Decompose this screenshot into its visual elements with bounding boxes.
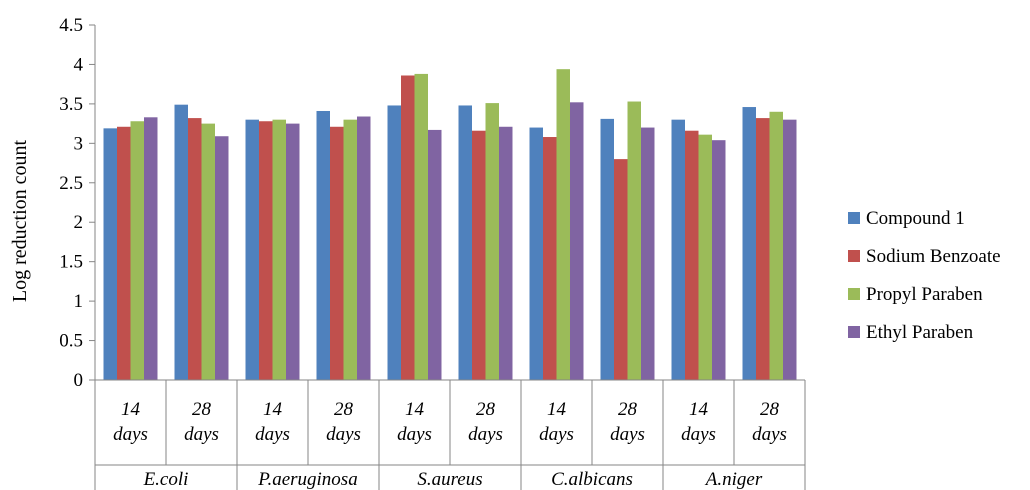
bar-sodium-benzoate <box>685 130 699 380</box>
bar-propyl-paraben <box>201 123 215 380</box>
bar-sodium-benzoate <box>259 121 273 380</box>
x-category-label: days <box>255 424 290 445</box>
x-category-label: 28 <box>476 399 496 420</box>
bar-sodium-benzoate <box>614 159 628 380</box>
bar-ethyl-paraben <box>712 140 726 380</box>
bar-propyl-paraben <box>343 119 357 381</box>
bars <box>103 69 797 381</box>
bar-propyl-paraben <box>556 69 570 380</box>
bar-compound-1 <box>671 119 685 381</box>
bar-propyl-paraben <box>627 101 641 381</box>
x-category-label: 14 <box>121 399 141 420</box>
x-group-label: C.albicans <box>551 469 633 490</box>
bar-compound-1 <box>600 118 614 380</box>
bar-ethyl-paraben <box>428 129 442 380</box>
x-category-label: 28 <box>760 399 780 420</box>
x-group-label: S.aureus <box>417 469 482 490</box>
y-tick-label: 2.5 <box>59 173 83 194</box>
x-category-label: days <box>610 424 645 445</box>
bar-compound-1 <box>316 110 330 380</box>
bar-compound-1 <box>742 107 756 381</box>
bar-propyl-paraben <box>130 121 144 380</box>
x-group-label: P.aeruginosa <box>257 469 357 490</box>
y-tick-label: 1 <box>74 291 84 312</box>
x-category-label: days <box>326 424 361 445</box>
bar-propyl-paraben <box>769 111 783 381</box>
legend-label: Compound 1 <box>866 208 965 229</box>
bar-ethyl-paraben <box>286 123 300 380</box>
y-tick-label: 0 <box>74 370 84 391</box>
bar-sodium-benzoate <box>330 126 344 381</box>
bar-propyl-paraben <box>698 134 712 380</box>
x-category-label: days <box>539 424 574 445</box>
bar-sodium-benzoate <box>401 75 415 380</box>
y-tick-label: 4.5 <box>59 15 83 36</box>
bar-sodium-benzoate <box>188 118 202 380</box>
x-group-label: E.coli <box>143 469 189 490</box>
bar-ethyl-paraben <box>570 102 584 381</box>
legend-swatch <box>848 250 860 262</box>
y-tick-label: 2 <box>74 212 84 233</box>
legend-label: Sodium Benzoate <box>866 246 1001 267</box>
x-category-label: days <box>397 424 432 445</box>
legend-label: Ethyl Paraben <box>866 322 974 343</box>
bar-compound-1 <box>529 127 543 380</box>
x-category-label: 14 <box>547 399 567 420</box>
bar-propyl-paraben <box>414 73 428 381</box>
y-tick-label: 4 <box>74 54 84 75</box>
y-tick-label: 3.5 <box>59 94 83 115</box>
bar-propyl-paraben <box>272 119 286 381</box>
y-tick-label: 3 <box>74 133 84 154</box>
bar-sodium-benzoate <box>472 130 486 380</box>
legend-swatch <box>848 326 860 338</box>
bar-ethyl-paraben <box>783 119 797 381</box>
y-axis-label: Log reduction count <box>9 139 31 302</box>
x-category-label: days <box>752 424 787 445</box>
legend-swatch <box>848 212 860 224</box>
legend: Compound 1 Sodium Benzoate Propyl Paraben E… <box>848 208 1001 343</box>
bar-compound-1 <box>245 119 259 381</box>
bar-compound-1 <box>174 104 188 380</box>
x-category-label: 28 <box>334 399 354 420</box>
bar-compound-1 <box>458 105 472 380</box>
bar-ethyl-paraben <box>215 136 229 380</box>
bar-compound-1 <box>103 128 117 380</box>
legend-label: Propyl Paraben <box>866 284 983 305</box>
bar-propyl-paraben <box>485 103 499 380</box>
legend-swatch <box>848 288 860 300</box>
x-category-label: days <box>184 424 219 445</box>
x-category-label: 14 <box>405 399 425 420</box>
bar-compound-1 <box>387 105 401 380</box>
bar-ethyl-paraben <box>641 127 655 380</box>
bar-ethyl-paraben <box>144 117 158 381</box>
y-tick-label: 0.5 <box>59 331 83 352</box>
bar-ethyl-paraben <box>499 126 513 381</box>
x-category-label: 14 <box>689 399 709 420</box>
bar-sodium-benzoate <box>543 137 557 380</box>
bar-ethyl-paraben <box>357 116 371 380</box>
bar-sodium-benzoate <box>117 126 131 381</box>
x-category-label: days <box>681 424 716 445</box>
x-category-label: 14 <box>263 399 283 420</box>
x-category-label: days <box>468 424 503 445</box>
y-axis-ticks: 0 0.5 1 1.5 2 2.5 3 3.5 4 4.5 <box>59 15 96 391</box>
bar-sodium-benzoate <box>756 118 770 380</box>
x-category-label: days <box>113 424 148 445</box>
x-category-label: 28 <box>618 399 638 420</box>
y-tick-label: 1.5 <box>59 252 83 273</box>
x-axis: 14 days 28 days 14 days 28 days 14 days 28 days 14 da… <box>94 379 806 490</box>
x-category-label: 28 <box>192 399 212 420</box>
x-group-label: A.niger <box>704 469 763 490</box>
